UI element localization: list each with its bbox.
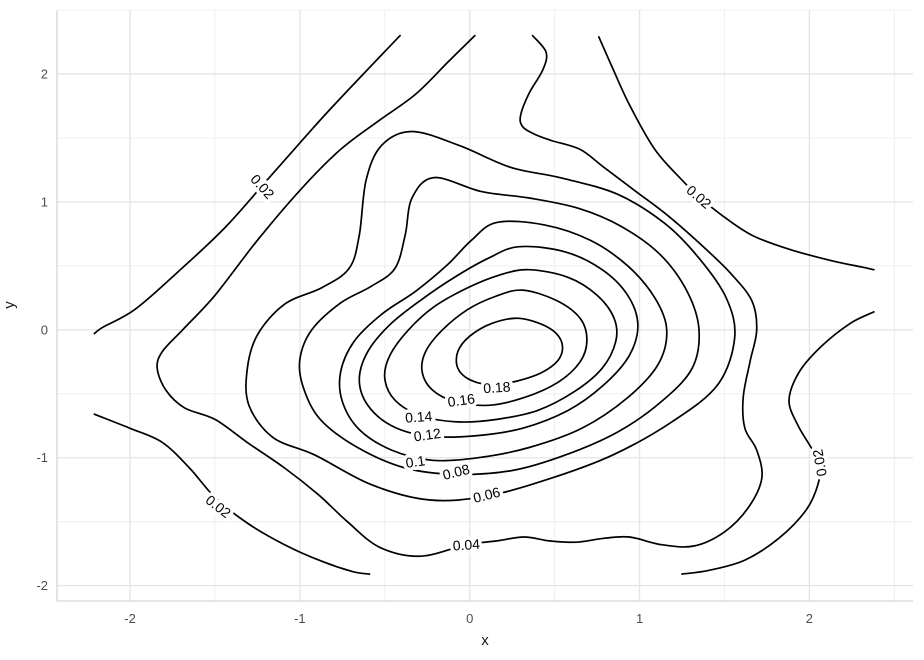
contour-0.1 (338, 220, 668, 462)
y-axis-title: y (1, 301, 18, 309)
contour-0.14 (383, 268, 618, 423)
x-tick-label: 1 (636, 611, 643, 626)
contour-label-0.16: 0.16 (447, 390, 476, 410)
contour-0.18 (455, 317, 564, 386)
contour-0.06 (245, 130, 736, 502)
x-tick-labels: -2 -1 0 1 2 (124, 611, 813, 626)
contour-0.02 (681, 311, 875, 575)
contour-labels: 0.02 0.020.020.020.040.060.080.10.120.140… (199, 168, 833, 558)
grid-minor (57, 9, 913, 601)
contour-label-0.08: 0.08 (441, 461, 472, 483)
contour-label-0.14: 0.14 (405, 408, 434, 426)
y-tick-label: -1 (36, 450, 48, 465)
contour-label-0.02: 0.02 (203, 492, 234, 522)
contour-label-0.02: 0.02 (809, 448, 830, 478)
contour-0.02 (93, 413, 371, 575)
x-tick-label: 0 (466, 611, 473, 626)
contour-0.16 (420, 289, 588, 407)
y-tick-label: 2 (41, 66, 48, 81)
contour-label-0.06: 0.06 (472, 484, 503, 506)
contour-0.02 (93, 34, 401, 335)
contour-label-0.12: 0.12 (413, 425, 442, 445)
x-tick-label: -1 (294, 611, 306, 626)
x-tick-label: 2 (806, 611, 813, 626)
x-axis-title: x (481, 632, 489, 649)
contour-0.12 (358, 245, 639, 438)
y-tick-labels: -2 -1 0 1 2 (36, 66, 48, 593)
x-tick-label: -2 (124, 611, 136, 626)
contour-0.04 (156, 34, 763, 558)
y-tick-label: 1 (41, 194, 48, 209)
axis-lines (56, 10, 913, 602)
contour-label-0.18: 0.18 (483, 378, 512, 396)
grid-major (57, 10, 913, 601)
contour-0.08 (298, 176, 701, 476)
contour-lines (93, 34, 875, 575)
y-tick-label: -2 (36, 578, 48, 593)
contour-label-0.04: 0.04 (452, 536, 481, 554)
contour-0.02 (597, 36, 875, 271)
contour-label-0.1: 0.1 (405, 452, 427, 471)
y-tick-label: 0 (41, 322, 48, 337)
